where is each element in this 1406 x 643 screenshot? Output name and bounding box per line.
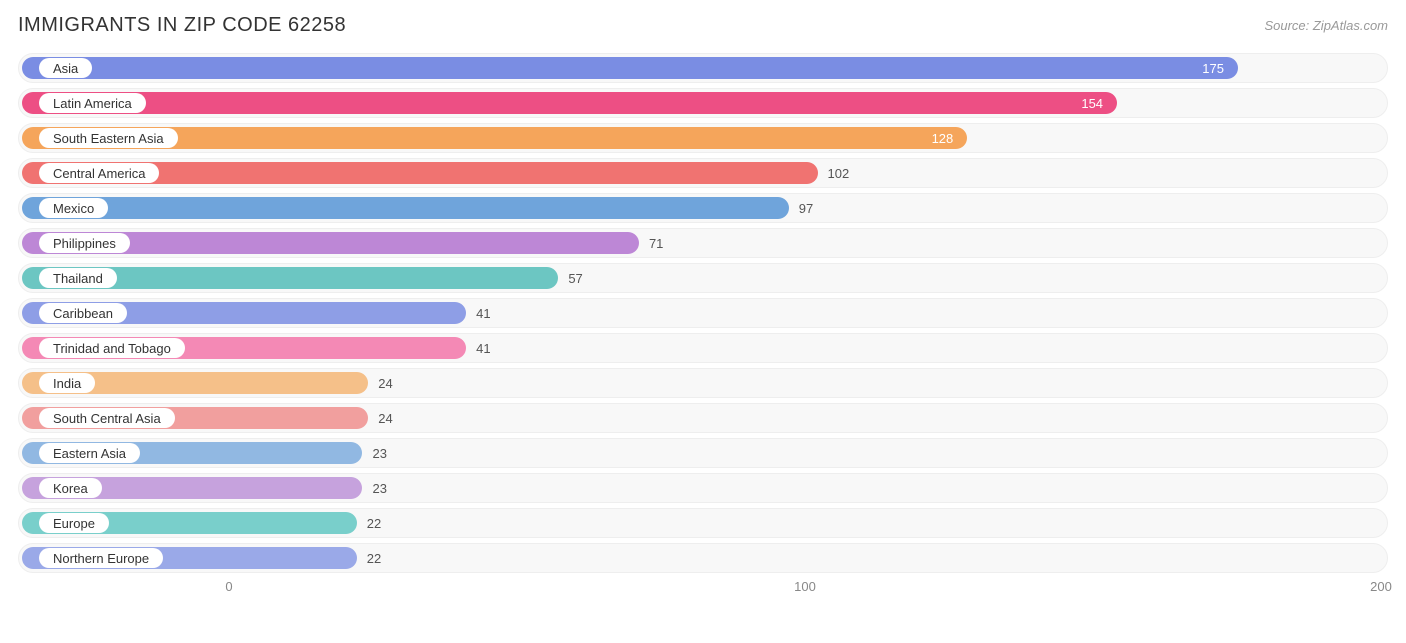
value-label: 71: [649, 229, 663, 257]
category-pill: Trinidad and Tobago: [39, 338, 185, 358]
value-label: 22: [367, 509, 381, 537]
category-pill: Eastern Asia: [39, 443, 140, 463]
bar-row: Eastern Asia 23: [18, 438, 1388, 468]
bar-chart: Asia 175 Latin America 154 South Eastern Asi…: [18, 53, 1388, 607]
category-pill: Mexico: [39, 198, 108, 218]
category-pill: Asia: [39, 58, 92, 78]
category-pill: Korea: [39, 478, 102, 498]
category-pill: Caribbean: [39, 303, 127, 323]
value-label: 23: [372, 439, 386, 467]
bar: [22, 57, 1238, 79]
value-label: 57: [568, 264, 582, 292]
value-label: 128: [932, 124, 954, 152]
bar-row: Asia 175: [18, 53, 1388, 83]
bar-row: South Eastern Asia 128: [18, 123, 1388, 153]
x-tick: 0: [225, 579, 232, 594]
page-title: IMMIGRANTS IN ZIP CODE 62258: [18, 14, 346, 37]
bar-row: South Central Asia 24: [18, 403, 1388, 433]
category-pill: India: [39, 373, 95, 393]
bar: [22, 92, 1117, 114]
source-attribution: Source: ZipAtlas.com: [1264, 18, 1388, 33]
value-label: 24: [378, 369, 392, 397]
category-pill: South Eastern Asia: [39, 128, 178, 148]
bar-row: Trinidad and Tobago 41: [18, 333, 1388, 363]
category-pill: Latin America: [39, 93, 146, 113]
bar-row: Central America 102: [18, 158, 1388, 188]
x-tick: 200: [1370, 579, 1392, 594]
category-pill: South Central Asia: [39, 408, 175, 428]
category-pill: Europe: [39, 513, 109, 533]
value-label: 22: [367, 544, 381, 572]
bar: [22, 197, 789, 219]
category-pill: Philippines: [39, 233, 130, 253]
value-label: 97: [799, 194, 813, 222]
value-label: 24: [378, 404, 392, 432]
category-pill: Thailand: [39, 268, 117, 288]
value-label: 175: [1202, 54, 1224, 82]
bar-row: Korea 23: [18, 473, 1388, 503]
bar-row: Philippines 71: [18, 228, 1388, 258]
bar-row: Latin America 154: [18, 88, 1388, 118]
bar-row: Caribbean 41: [18, 298, 1388, 328]
bar-rows: Asia 175 Latin America 154 South Eastern Asi…: [18, 53, 1388, 573]
value-label: 23: [372, 474, 386, 502]
bar-row: Thailand 57: [18, 263, 1388, 293]
value-label: 41: [476, 299, 490, 327]
category-pill: Northern Europe: [39, 548, 163, 568]
header: IMMIGRANTS IN ZIP CODE 62258 Source: Zip…: [18, 14, 1388, 37]
bar-row: India 24: [18, 368, 1388, 398]
bar-row: Europe 22: [18, 508, 1388, 538]
bar-row: Northern Europe 22: [18, 543, 1388, 573]
x-tick: 100: [794, 579, 816, 594]
value-label: 154: [1081, 89, 1103, 117]
value-label: 102: [828, 159, 850, 187]
bar-row: Mexico 97: [18, 193, 1388, 223]
category-pill: Central America: [39, 163, 159, 183]
value-label: 41: [476, 334, 490, 362]
x-axis: 0100200: [18, 579, 1388, 607]
